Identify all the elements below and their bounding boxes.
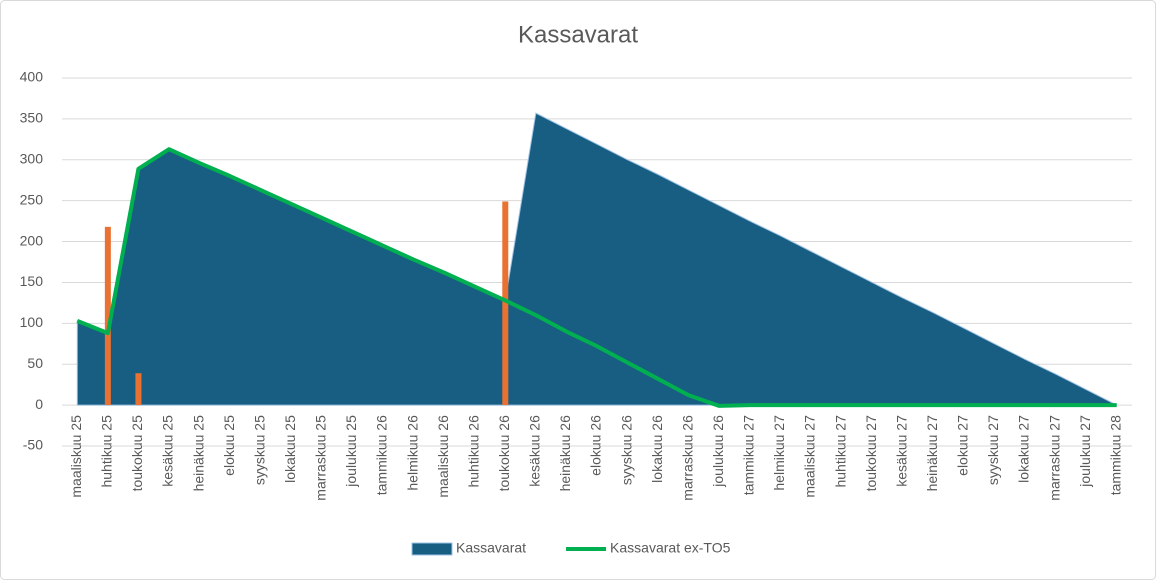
x-tick-label: huhtikuu 26 bbox=[465, 415, 481, 488]
x-tick-label: syyskuu 27 bbox=[985, 415, 1001, 485]
x-tick-label: maaliskuu 25 bbox=[68, 415, 84, 498]
x-tick-label: huhtikuu 25 bbox=[99, 415, 115, 488]
x-tick-label: heinäkuu 27 bbox=[924, 415, 940, 492]
legend-label: Kassavarat ex-TO5 bbox=[610, 540, 731, 556]
x-tick-label: heinäkuu 26 bbox=[557, 415, 573, 492]
x-tick-label: tammikuu 26 bbox=[374, 415, 390, 495]
bar bbox=[104, 226, 111, 406]
y-tick-label: 250 bbox=[20, 191, 44, 207]
x-tick-label: toukokuu 27 bbox=[863, 415, 879, 491]
legend-swatch bbox=[411, 542, 453, 556]
y-tick-label: 0 bbox=[35, 396, 43, 412]
x-tick-label: lokakuu 25 bbox=[282, 415, 298, 483]
x-tick-label: elokuu 27 bbox=[955, 415, 971, 476]
x-tick-label: maaliskuu 26 bbox=[435, 415, 451, 498]
x-tick-label: marraskuu 26 bbox=[679, 415, 695, 501]
x-tick-label: kesäkuu 25 bbox=[160, 415, 176, 487]
x-tick-label: lokakuu 27 bbox=[1016, 415, 1032, 483]
x-tick-label: lokakuu 26 bbox=[649, 415, 665, 483]
y-tick-label: 50 bbox=[27, 355, 43, 371]
bar bbox=[135, 373, 142, 406]
bar bbox=[502, 201, 509, 406]
x-tick-label: elokuu 26 bbox=[588, 415, 604, 476]
y-tick-label: 300 bbox=[20, 150, 44, 166]
y-tick-label: -50 bbox=[23, 437, 43, 453]
y-tick-label: 400 bbox=[20, 69, 44, 85]
y-tick-label: 350 bbox=[20, 110, 44, 126]
x-tick-label: tammikuu 27 bbox=[741, 415, 757, 495]
x-tick-label: syyskuu 25 bbox=[251, 415, 267, 485]
x-tick-label: joulukuu 25 bbox=[343, 415, 359, 488]
x-tick-label: toukokuu 25 bbox=[129, 415, 145, 491]
x-tick-label: kesäkuu 27 bbox=[893, 415, 909, 487]
y-tick-label: 100 bbox=[20, 314, 44, 330]
x-tick-label: marraskuu 27 bbox=[1046, 415, 1062, 501]
x-tick-label: huhtikuu 27 bbox=[832, 415, 848, 488]
y-tick-label: 150 bbox=[20, 273, 44, 289]
x-tick-label: syyskuu 26 bbox=[618, 415, 634, 485]
x-tick-label: joulukuu 26 bbox=[710, 415, 726, 488]
x-tick-label: elokuu 25 bbox=[221, 415, 237, 476]
x-tick-label: joulukuu 27 bbox=[1077, 415, 1093, 488]
x-tick-label: helmikuu 27 bbox=[771, 415, 787, 491]
x-tick-label: kesäkuu 26 bbox=[527, 415, 543, 487]
x-tick-label: toukokuu 26 bbox=[496, 415, 512, 491]
legend-label: Kassavarat bbox=[456, 540, 526, 556]
x-tick-label: marraskuu 25 bbox=[313, 415, 329, 501]
line bbox=[76, 147, 1117, 408]
x-tick-label: maaliskuu 27 bbox=[802, 415, 818, 498]
x-tick-label: tammikuu 28 bbox=[1107, 415, 1123, 495]
x-tick-label: heinäkuu 25 bbox=[190, 415, 206, 492]
chart-title: Kassavarat bbox=[518, 21, 638, 48]
y-tick-label: 200 bbox=[20, 232, 44, 248]
x-tick-label: helmikuu 26 bbox=[404, 415, 420, 491]
